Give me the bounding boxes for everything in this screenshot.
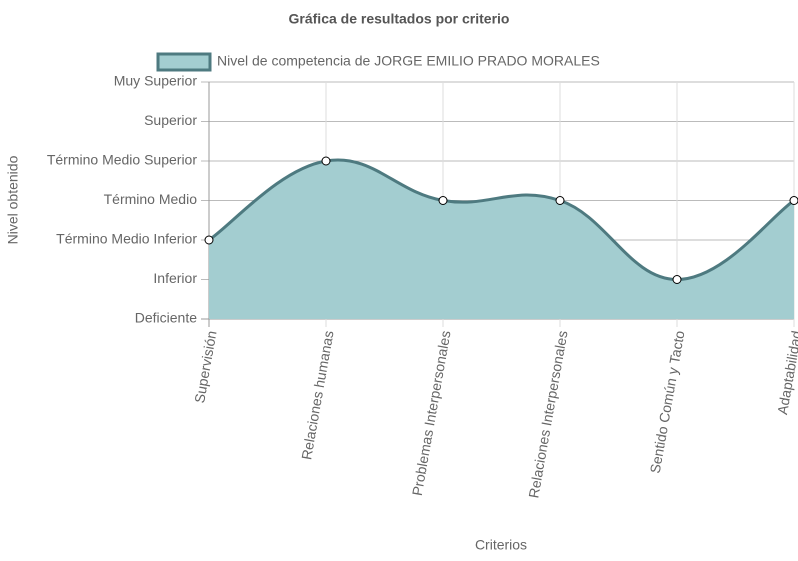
x-tick-label: Relaciones Interpersonales	[525, 329, 570, 499]
x-tick-label: Supervisión	[191, 329, 219, 404]
x-tick-label: Adaptabilidad	[774, 329, 798, 415]
y-tick-label: Muy Superior	[114, 73, 198, 89]
point	[204, 235, 214, 245]
y-axis-title: Nivel obtenido	[5, 155, 21, 244]
area-fill	[209, 159, 794, 319]
chart-title: Gráfica de resultados por criterio	[289, 11, 510, 27]
y-tick-label: Inferior	[153, 270, 197, 286]
y-tick-label: Término Medio Inferior	[56, 231, 197, 247]
x-tick-label: Relaciones humanas	[298, 329, 336, 461]
x-axis-title: Criterios	[475, 537, 527, 553]
point	[438, 196, 448, 205]
point	[321, 156, 331, 166]
y-tick-label: Superior	[144, 112, 197, 128]
y-tick-label: Deficiente	[135, 310, 197, 326]
y-tick-label: Término Medio	[104, 191, 198, 207]
point	[555, 196, 565, 205]
legend-label: Nivel de competencia de JORGE EMILIO PRA…	[217, 53, 600, 69]
legend-swatch	[156, 52, 212, 72]
point	[672, 275, 682, 284]
point	[789, 196, 798, 205]
x-tick-label: Problemas Interpersonales	[409, 329, 454, 497]
line	[208, 158, 795, 282]
y-tick-label: Término Medio Superior	[47, 152, 198, 168]
x-tick-label: Sentido Común y Tacto	[647, 329, 688, 474]
